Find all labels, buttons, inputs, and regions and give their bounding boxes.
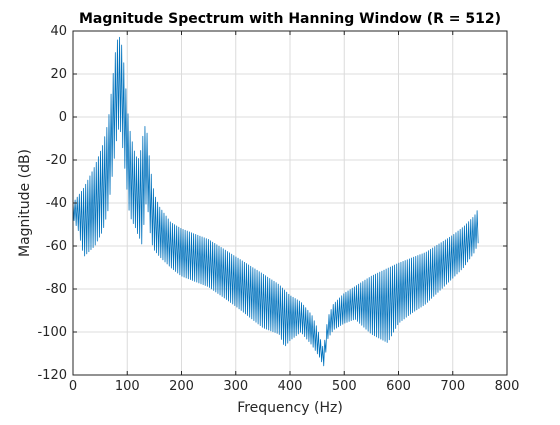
x-tick-label: 100: [115, 379, 140, 394]
y-axis-label: Magnitude (dB): [17, 149, 33, 257]
spectrum-series-line: [72, 36, 479, 367]
y-tick-label: -20: [46, 153, 67, 168]
x-axis-label: Frequency (Hz): [237, 400, 343, 416]
x-tick-label: 300: [223, 379, 248, 394]
data-layer: [72, 36, 479, 367]
x-tick-label: 800: [495, 379, 520, 394]
y-tick-label: 40: [50, 24, 67, 39]
x-tick-label: 0: [69, 379, 77, 394]
y-tick-label: -40: [46, 196, 67, 211]
x-tick-label: 200: [169, 379, 194, 394]
y-tick-label: -120: [37, 368, 67, 383]
x-tick-label: 400: [278, 379, 303, 394]
y-tick-label: -100: [37, 325, 67, 340]
chart-title: Magnitude Spectrum with Hanning Window (…: [79, 11, 501, 27]
y-tick-label: -80: [46, 282, 67, 297]
y-tick-label: -60: [46, 239, 67, 254]
y-tick-label: 0: [59, 110, 67, 125]
x-tick-label: 500: [332, 379, 357, 394]
tick-layer: 0 100 200 300 400 500 600 700 800-120-100-80-60-…: [37, 24, 519, 394]
x-tick-label: 700: [440, 379, 465, 394]
y-tick-label: 20: [50, 67, 67, 82]
x-tick-label: 600: [386, 379, 411, 394]
